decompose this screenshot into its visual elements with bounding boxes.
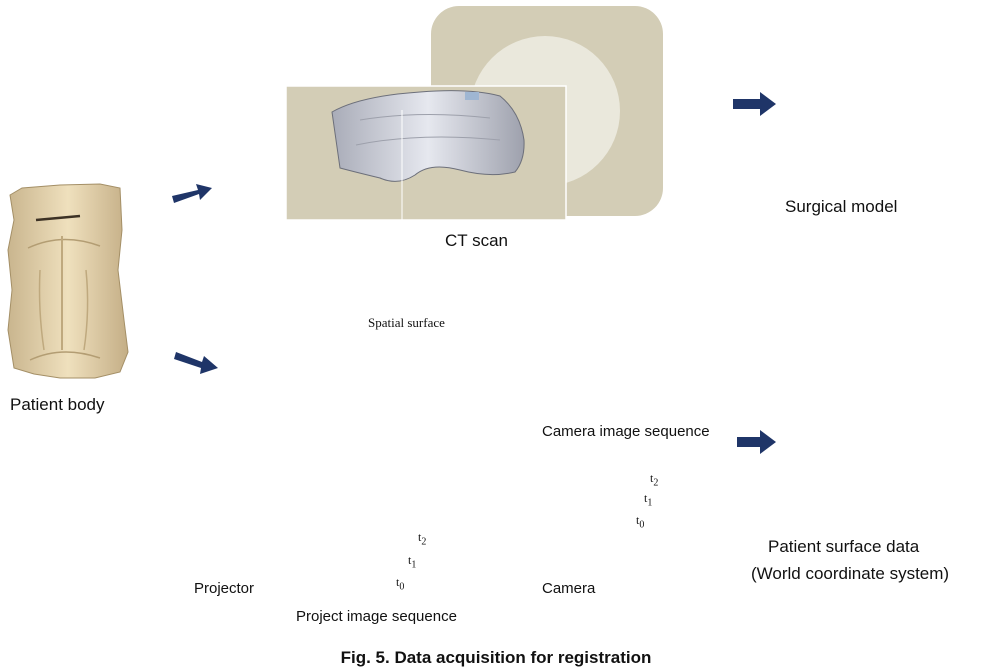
patient-surface-data-label: Patient surface data <box>768 537 920 556</box>
projector-label: Projector <box>194 580 255 597</box>
camera-time-label: t1 <box>644 491 653 509</box>
world-coordinate-system-label: (World coordinate system) <box>751 564 950 583</box>
camera-image-sequence-label: Camera image sequence <box>542 423 710 440</box>
camera-time-label: t2 <box>650 471 659 489</box>
patient-body-image <box>7 183 129 379</box>
projector-time-label: t2 <box>418 530 427 548</box>
projector-time-label: t0 <box>396 575 405 593</box>
camera-label: Camera <box>542 580 596 597</box>
figure-caption: Fig. 5. Data acquisition for registratio… <box>340 648 652 667</box>
project-image-sequence-label: Project image sequence <box>296 608 457 625</box>
patient-body-label: Patient body <box>10 395 105 414</box>
arrow-to-ct-icon <box>172 184 212 203</box>
projector-time-label: t1 <box>408 553 417 571</box>
camera-time-label: t0 <box>636 513 645 531</box>
ct-scan-label: CT scan <box>445 231 508 250</box>
spatial-surface-label: Spatial surface <box>368 315 445 330</box>
arrow-to-surgical-model-icon <box>733 92 776 116</box>
surgical-model-label: Surgical model <box>785 197 898 216</box>
arrow-to-surface-data-icon <box>737 430 776 454</box>
arrow-to-acquisition-icon <box>174 352 218 374</box>
ct-scan-image <box>285 6 663 225</box>
